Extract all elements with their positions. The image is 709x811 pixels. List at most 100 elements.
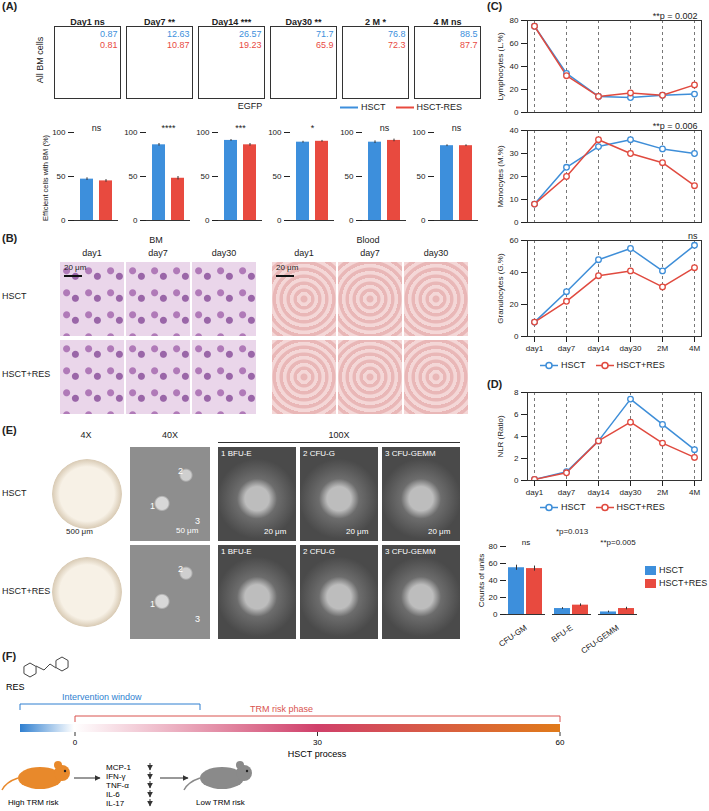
svg-text:100: 100	[124, 128, 138, 137]
svg-text:4 M ns: 4 M ns	[433, 17, 461, 27]
svg-text:*: *	[311, 123, 315, 133]
svg-text:0: 0	[133, 216, 138, 225]
svg-text:100: 100	[412, 128, 426, 137]
svg-text:TNF-α: TNF-α	[106, 781, 129, 790]
svg-text:50: 50	[57, 172, 66, 181]
svg-text:76.8: 76.8	[388, 29, 406, 39]
svg-text:20: 20	[510, 172, 519, 181]
svg-text:2M: 2M	[657, 344, 668, 353]
svg-text:Day14 ***: Day14 ***	[212, 17, 252, 27]
svg-text:TRM risk phase: TRM risk phase	[250, 704, 313, 714]
svg-text:80: 80	[489, 542, 498, 551]
svg-text:CFU-GM: CFU-GM	[497, 623, 529, 649]
svg-text:50: 50	[273, 172, 282, 181]
svg-text:88.5: 88.5	[460, 29, 478, 39]
svg-text:Day30 **: Day30 **	[285, 17, 322, 27]
svg-text:Day1 ns: Day1 ns	[70, 17, 105, 27]
svg-text:0.81: 0.81	[100, 40, 118, 50]
svg-text:72.3: 72.3	[388, 40, 406, 50]
svg-text:8: 8	[514, 388, 519, 397]
svg-text:50: 50	[201, 172, 210, 181]
svg-text:***: ***	[235, 123, 246, 133]
svg-text:ns: ns	[688, 231, 698, 241]
svg-text:High TRM risk: High TRM risk	[8, 798, 60, 807]
svg-text:100: 100	[268, 128, 282, 137]
svg-text:Intervention window: Intervention window	[62, 692, 142, 702]
svg-text:100: 100	[52, 128, 66, 137]
svg-text:0: 0	[205, 216, 210, 225]
svg-text:**p = 0.002: **p = 0.002	[653, 11, 698, 21]
svg-text:40: 40	[510, 126, 519, 135]
svg-text:30: 30	[510, 149, 519, 158]
svg-text:day14: day14	[588, 488, 610, 497]
svg-text:4M: 4M	[689, 488, 700, 497]
svg-text:****: ****	[161, 123, 176, 133]
svg-text:50: 50	[417, 172, 426, 181]
svg-text:4: 4	[514, 432, 519, 441]
svg-text:day1: day1	[526, 488, 544, 497]
svg-text:day30: day30	[620, 488, 642, 497]
svg-text:ns: ns	[522, 538, 530, 547]
svg-text:0: 0	[514, 476, 519, 485]
svg-text:2M: 2M	[657, 488, 668, 497]
svg-text:65.9: 65.9	[316, 40, 334, 50]
svg-text:60: 60	[510, 236, 519, 245]
svg-text:0: 0	[514, 332, 519, 341]
svg-text:day7: day7	[558, 488, 576, 497]
svg-text:20: 20	[510, 85, 519, 94]
svg-text:Granulocytes (G.%): Granulocytes (G.%)	[496, 253, 505, 324]
svg-text:Day7 **: Day7 **	[144, 17, 176, 27]
svg-text:ns: ns	[380, 123, 390, 133]
svg-text:50: 50	[345, 172, 354, 181]
svg-text:0.87: 0.87	[100, 29, 118, 39]
svg-text:day14: day14	[588, 344, 610, 353]
svg-text:40: 40	[510, 268, 519, 277]
svg-text:MCP-1: MCP-1	[106, 763, 131, 772]
svg-text:60: 60	[556, 738, 565, 747]
svg-text:day1: day1	[526, 344, 544, 353]
svg-text:26.57: 26.57	[239, 29, 262, 39]
svg-text:2: 2	[514, 454, 519, 463]
svg-text:20: 20	[489, 593, 498, 602]
svg-text:HSCT process: HSCT process	[288, 749, 347, 759]
svg-text:0: 0	[421, 216, 426, 225]
svg-text:RES: RES	[6, 682, 25, 692]
svg-text:60: 60	[510, 39, 519, 48]
svg-text:**p=0.005: **p=0.005	[600, 538, 636, 547]
svg-text:0: 0	[514, 218, 519, 227]
svg-text:IFN-γ: IFN-γ	[106, 772, 126, 781]
svg-text:40: 40	[510, 62, 519, 71]
svg-text:0: 0	[349, 216, 354, 225]
svg-text:ns: ns	[452, 123, 462, 133]
svg-text:87.7: 87.7	[460, 40, 478, 50]
svg-text:100: 100	[340, 128, 354, 137]
svg-text:Monocytes (M.%): Monocytes (M.%)	[496, 145, 505, 208]
svg-text:0: 0	[73, 738, 78, 747]
svg-text:0: 0	[61, 216, 66, 225]
svg-text:19.23: 19.23	[239, 40, 262, 50]
svg-text:NLR (Ratio): NLR (Ratio)	[496, 415, 505, 458]
svg-text:60: 60	[489, 559, 498, 568]
svg-text:71.7: 71.7	[316, 29, 334, 39]
svg-text:Counts of units: Counts of units	[477, 554, 486, 607]
svg-text:0: 0	[277, 216, 282, 225]
svg-text:IL-17: IL-17	[106, 799, 125, 808]
svg-text:Lymphocytes (L.%): Lymphocytes (L.%)	[496, 32, 505, 101]
svg-text:day7: day7	[558, 344, 576, 353]
svg-text:0: 0	[514, 108, 519, 117]
svg-text:20: 20	[510, 300, 519, 309]
svg-text:IL-6: IL-6	[106, 790, 120, 799]
svg-text:12.63: 12.63	[167, 29, 190, 39]
svg-text:CFU-GEMM: CFU-GEMM	[579, 623, 620, 656]
svg-text:ns: ns	[92, 123, 102, 133]
svg-text:4M: 4M	[689, 344, 700, 353]
svg-text:40: 40	[489, 576, 498, 585]
svg-text:BFU-E: BFU-E	[550, 623, 575, 644]
svg-text:*p=0.013: *p=0.013	[556, 527, 589, 536]
svg-text:100: 100	[196, 128, 210, 137]
svg-text:10: 10	[510, 195, 519, 204]
svg-text:0: 0	[493, 610, 498, 619]
svg-text:day30: day30	[620, 344, 642, 353]
svg-text:**p = 0.006: **p = 0.006	[653, 121, 698, 131]
svg-text:80: 80	[510, 16, 519, 25]
